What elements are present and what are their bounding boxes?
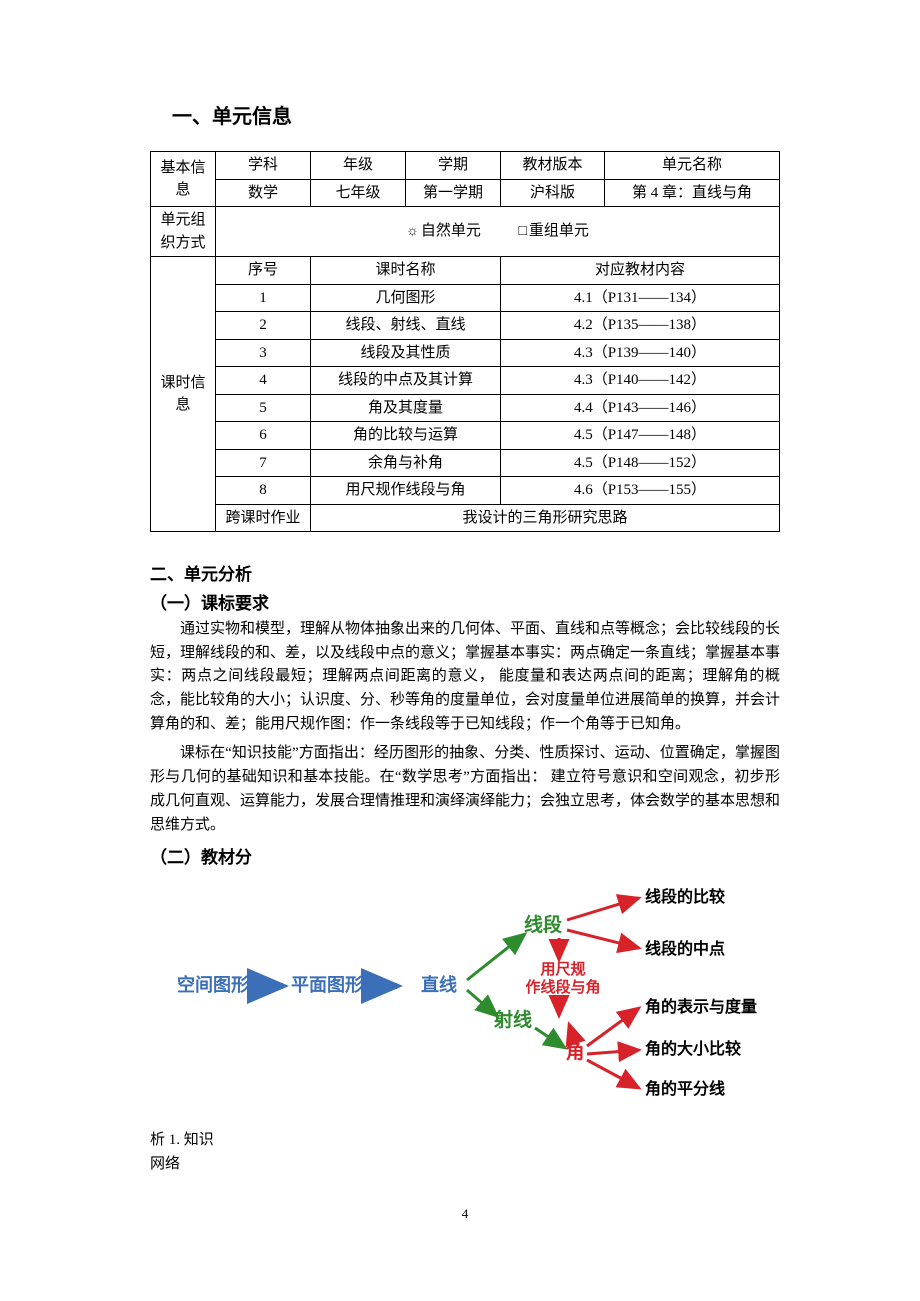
- diagram-node-n_line: 直线: [421, 974, 457, 995]
- td-ref: 4.2（P135——138）: [501, 312, 780, 340]
- paragraph-2: 课标在“知识技能”方面指出：经历图形的抽象、分类、性质探讨、运动、位置确定，掌握…: [150, 742, 780, 837]
- diagram-arrow: [567, 898, 639, 920]
- td-term: 第一学期: [406, 179, 501, 207]
- diagram-arrow: [535, 1028, 565, 1048]
- diagram-node-leaf4: 角的大小比较: [645, 1039, 741, 1058]
- regroup-unit-mark: □: [518, 224, 526, 239]
- td-grade: 七年级: [311, 179, 406, 207]
- th-grade: 年级: [311, 152, 406, 180]
- td-ref: 4.6（P153——155）: [501, 477, 780, 505]
- th-unitname: 单元名称: [605, 152, 780, 180]
- section-2a-heading: （一）课标要求: [150, 589, 780, 614]
- diagram-node-n_plane: 平面图形: [291, 975, 363, 995]
- diagram-node-n_tool2: 作线段与角: [525, 978, 600, 996]
- td-ref: 4.3（P140——142）: [501, 367, 780, 395]
- th-textbook: 对应教材内容: [501, 257, 780, 285]
- footer-line-1: 析 1. 知识: [150, 1128, 780, 1152]
- section-1-heading: 一、单元信息: [172, 100, 780, 129]
- td-no: 5: [216, 394, 311, 422]
- footer-text: 析 1. 知识 网络: [150, 1128, 780, 1176]
- diagram-arrow: [467, 934, 525, 980]
- unit-info-table: 基本信息 学科 年级 学期 教材版本 单元名称 数学 七年级 第一学期 沪科版 …: [150, 151, 780, 532]
- cross-value: 我设计的三角形研究思路: [311, 504, 780, 532]
- diagram-node-n_angle: 角: [565, 1040, 584, 1063]
- table-row: 6角的比较与运算4.5（P147——148）: [151, 422, 780, 450]
- natural-unit-label: 自然单元: [421, 223, 481, 239]
- document-page: 一、单元信息 基本信息 学科 年级 学期 教材版本 单元名称 数学 七年级 第一…: [0, 0, 920, 1282]
- table-row: 5角及其度量4.4（P143——146）: [151, 394, 780, 422]
- td-unitname: 第 4 章：直线与角: [605, 179, 780, 207]
- td-no: 7: [216, 449, 311, 477]
- org-rowlabel: 单元组织方式: [151, 207, 216, 257]
- table-row: 基本信息 学科 年级 学期 教材版本 单元名称: [151, 152, 780, 180]
- td-ref: 4.5（P147——148）: [501, 422, 780, 450]
- diagram-node-leaf3: 角的表示与度量: [645, 997, 757, 1016]
- diagram-arrow: [587, 1008, 639, 1046]
- diagram-arrow: [467, 990, 497, 1016]
- td-ref: 4.4（P143——146）: [501, 394, 780, 422]
- diagram-node-n_ray: 射线: [493, 1008, 532, 1031]
- td-lesson: 线段、射线、直线: [311, 312, 501, 340]
- table-row: 7余角与补角4.5（P148——152）: [151, 449, 780, 477]
- regroup-unit-label: 重组单元: [529, 223, 589, 239]
- td-subject: 数学: [216, 179, 311, 207]
- table-row: 1几何图形4.1（P131——134）: [151, 284, 780, 312]
- td-no: 8: [216, 477, 311, 505]
- natural-unit-mark: ☼: [406, 224, 419, 239]
- page-number: 4: [150, 1206, 780, 1222]
- cross-label: 跨课时作业: [216, 504, 311, 532]
- table-row: 跨课时作业 我设计的三角形研究思路: [151, 504, 780, 532]
- td-lesson: 角的比较与运算: [311, 422, 501, 450]
- table-row: 3线段及其性质4.3（P139——140）: [151, 339, 780, 367]
- diagram-node-n_space: 空间图形: [177, 974, 249, 995]
- diagram-arrow: [569, 1024, 575, 1042]
- th-lesson-name: 课时名称: [311, 257, 501, 285]
- diagram-arrow: [587, 1060, 639, 1088]
- td-version: 沪科版: [501, 179, 605, 207]
- footer-line-2: 网络: [150, 1152, 780, 1176]
- lessons-rowlabel: 课时信息: [151, 257, 216, 532]
- td-no: 4: [216, 367, 311, 395]
- td-ref: 4.1（P131——134）: [501, 284, 780, 312]
- td-lesson: 用尺规作线段与角: [311, 477, 501, 505]
- td-no: 2: [216, 312, 311, 340]
- td-no: 6: [216, 422, 311, 450]
- td-lesson: 几何图形: [311, 284, 501, 312]
- table-row: 4线段的中点及其计算4.3（P140——142）: [151, 367, 780, 395]
- diagram-arrow: [587, 1050, 639, 1054]
- org-options: ☼自然单元 □重组单元: [216, 207, 780, 257]
- table-row: 数学 七年级 第一学期 沪科版 第 4 章：直线与角: [151, 179, 780, 207]
- table-row: 单元组织方式 ☼自然单元 □重组单元: [151, 207, 780, 257]
- table-row: 课时信息 序号 课时名称 对应教材内容: [151, 257, 780, 285]
- table-row: 2线段、射线、直线4.2（P135——138）: [151, 312, 780, 340]
- diagram-node-leaf1: 线段的比较: [645, 887, 725, 906]
- diagram-arrow: [567, 930, 639, 948]
- basic-rowlabel: 基本信息: [151, 152, 216, 207]
- th-term: 学期: [406, 152, 501, 180]
- paragraph-1: 通过实物和模型，理解从物体抽象出来的几何体、平面、直线和点等概念；会比较线段的长…: [150, 618, 780, 736]
- section-2-heading: 二、单元分析: [150, 560, 780, 585]
- td-ref: 4.3（P139——140）: [501, 339, 780, 367]
- td-ref: 4.5（P148——152）: [501, 449, 780, 477]
- td-lesson: 线段的中点及其计算: [311, 367, 501, 395]
- diagram-node-n_tool1: 用尺规: [540, 961, 585, 978]
- td-lesson: 线段及其性质: [311, 339, 501, 367]
- th-subject: 学科: [216, 152, 311, 180]
- td-lesson: 余角与补角: [311, 449, 501, 477]
- td-lesson: 角及其度量: [311, 394, 501, 422]
- td-no: 1: [216, 284, 311, 312]
- knowledge-diagram: 空间图形 平面图形 直线 线段射线角 用尺规作线段与角 线段的比较线段的中点角的表示与度量…: [150, 876, 780, 1116]
- table-row: 8用尺规作线段与角4.6（P153——155）: [151, 477, 780, 505]
- diagram-node-n_segment: 线段: [524, 913, 563, 936]
- diagram-node-leaf5: 角的平分线: [645, 1079, 725, 1098]
- diagram-svg: 空间图形 平面图形 直线 线段射线角 用尺规作线段与角 线段的比较线段的中点角的表示与度量…: [150, 876, 780, 1116]
- th-version: 教材版本: [501, 152, 605, 180]
- diagram-node-leaf2: 线段的中点: [645, 939, 725, 958]
- section-2b-heading: （二）教材分: [150, 843, 780, 868]
- th-no: 序号: [216, 257, 311, 285]
- td-no: 3: [216, 339, 311, 367]
